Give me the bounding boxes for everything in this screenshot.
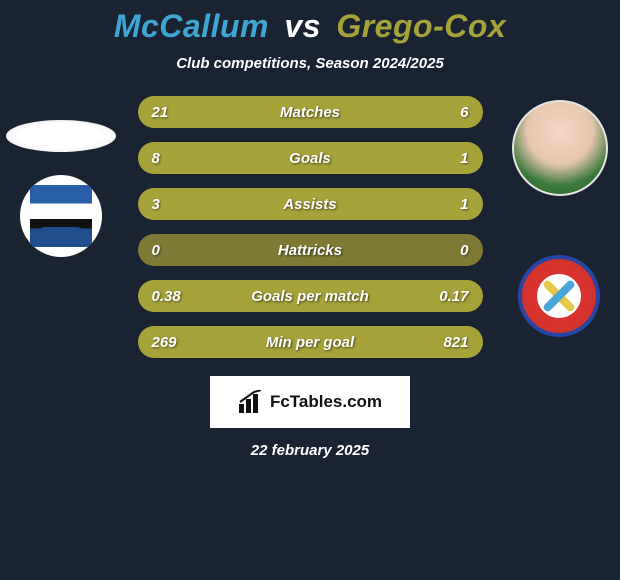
stat-row: 3Assists1 — [138, 188, 483, 220]
club-badge-inner — [30, 185, 92, 247]
title-player1: McCallum — [114, 8, 269, 44]
stat-value-right: 0 — [460, 242, 468, 259]
club-badge-inner — [537, 274, 581, 318]
title: McCallum vs Grego-Cox — [114, 8, 506, 45]
brand-logo-icon — [238, 390, 264, 414]
infographic-container: McCallum vs Grego-Cox Club competitions,… — [0, 0, 620, 580]
stat-row: 21Matches6 — [138, 96, 483, 128]
player2-avatar — [512, 100, 608, 196]
title-player2: Grego-Cox — [336, 8, 506, 44]
stat-label: Goals per match — [138, 288, 483, 305]
stat-value-right: 6 — [460, 104, 468, 121]
player1-avatar — [6, 120, 116, 152]
stat-row: 0.38Goals per match0.17 — [138, 280, 483, 312]
stat-label: Goals — [138, 150, 483, 167]
stat-value-right: 0.17 — [439, 288, 468, 305]
player1-club-badge — [20, 175, 102, 257]
subtitle: Club competitions, Season 2024/2025 — [176, 55, 444, 72]
stat-label: Hattricks — [138, 242, 483, 259]
player2-club-badge — [518, 255, 600, 337]
stat-row: 269Min per goal821 — [138, 326, 483, 358]
stat-value-right: 1 — [460, 196, 468, 213]
stat-label: Matches — [138, 104, 483, 121]
brand-box: FcTables.com — [210, 376, 410, 428]
stat-row: 0Hattricks0 — [138, 234, 483, 266]
stat-row: 8Goals1 — [138, 142, 483, 174]
stat-value-right: 821 — [443, 334, 468, 351]
title-vs: vs — [278, 8, 327, 44]
brand-text: FcTables.com — [270, 392, 382, 412]
date-text: 22 february 2025 — [251, 442, 369, 459]
stat-label: Assists — [138, 196, 483, 213]
stat-value-right: 1 — [460, 150, 468, 167]
stat-label: Min per goal — [138, 334, 483, 351]
